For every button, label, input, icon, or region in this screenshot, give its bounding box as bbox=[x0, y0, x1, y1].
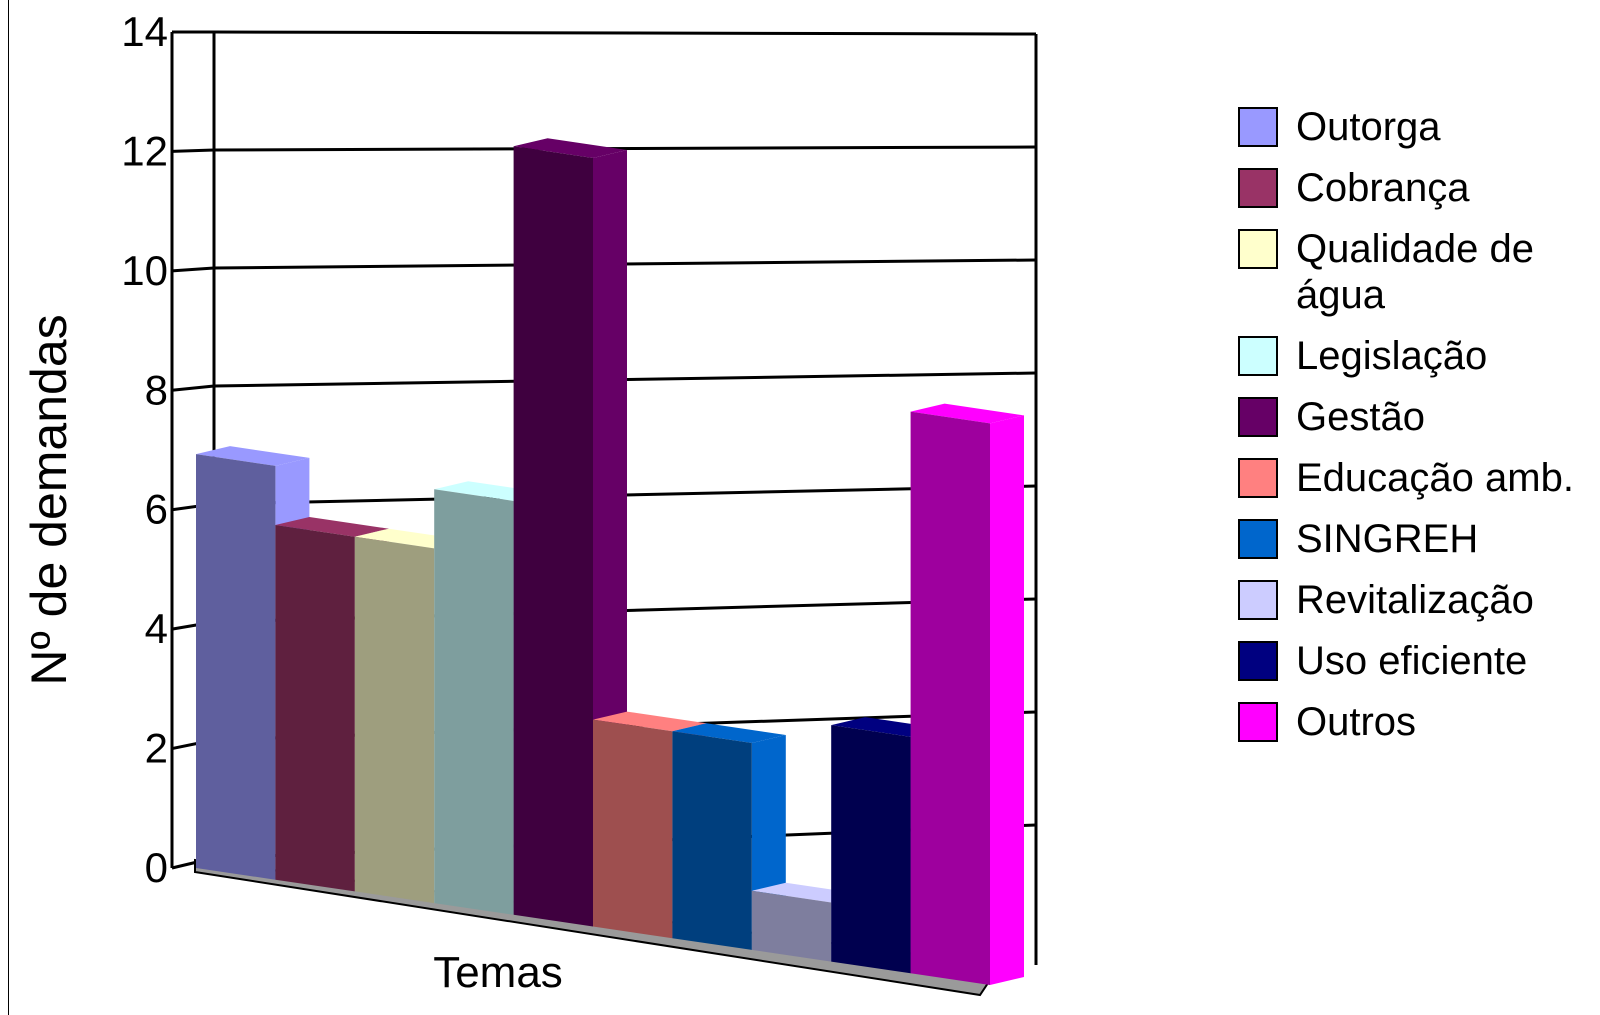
bar-outros bbox=[910, 403, 1024, 985]
legend-label: Revitalização bbox=[1296, 578, 1534, 622]
bar-front bbox=[751, 890, 832, 962]
legend-item: Cobrança bbox=[1238, 165, 1598, 211]
legend-item: Outros bbox=[1238, 699, 1598, 745]
bars bbox=[196, 138, 1024, 985]
legend-swatch bbox=[1238, 397, 1278, 437]
y-tick-label: 0 bbox=[145, 844, 168, 891]
gridline bbox=[213, 30, 1037, 36]
legend-label: Uso eficiente bbox=[1296, 639, 1528, 683]
y-tick-label: 12 bbox=[121, 127, 168, 174]
bar-front bbox=[910, 411, 990, 985]
legend-label: SINGREH bbox=[1296, 517, 1479, 561]
gridline-side bbox=[171, 148, 215, 153]
bar-top bbox=[196, 446, 310, 466]
y-tick-label: 6 bbox=[145, 486, 168, 533]
y-tick-label: 8 bbox=[145, 366, 168, 413]
y-tick-label: 2 bbox=[145, 725, 168, 772]
bar-front bbox=[831, 725, 911, 974]
legend-item: SINGREH bbox=[1238, 516, 1598, 562]
y-tick-labels: 0 2 4 6 8 10 12 14 bbox=[121, 8, 168, 891]
legend-item: Gestão bbox=[1238, 394, 1598, 440]
bar-singreh bbox=[672, 723, 786, 950]
legend-item: Outorga bbox=[1238, 104, 1598, 150]
gridline bbox=[213, 145, 1037, 152]
bar-front bbox=[672, 731, 752, 950]
legend-swatch bbox=[1238, 580, 1278, 620]
bar-side bbox=[990, 415, 1024, 985]
bar-front bbox=[434, 489, 514, 915]
legend-label: Outros bbox=[1296, 700, 1417, 744]
gridline-side bbox=[171, 266, 215, 273]
y-tick-label: 14 bbox=[121, 8, 168, 55]
y-tick-label: 10 bbox=[121, 247, 168, 294]
legend-label: Qualidade de água bbox=[1296, 227, 1534, 317]
legend-swatch bbox=[1238, 641, 1278, 681]
legend-swatch bbox=[1238, 458, 1278, 498]
bar-top bbox=[593, 711, 707, 732]
bar-top bbox=[513, 138, 627, 158]
bar-top bbox=[275, 516, 389, 537]
axis-labels: Nº de demandas Temas bbox=[21, 314, 563, 997]
legend-item: Revitalização bbox=[1238, 577, 1598, 623]
legend-label: Gestão bbox=[1296, 395, 1425, 439]
bar-top bbox=[910, 403, 1024, 424]
y-axis-label: Nº de demandas bbox=[21, 314, 77, 685]
legend-swatch bbox=[1238, 519, 1278, 559]
y-tick-label: 4 bbox=[145, 605, 168, 652]
legend-item: Educação amb. bbox=[1238, 455, 1598, 501]
legend-label: Legislação bbox=[1296, 334, 1488, 378]
bar-front bbox=[354, 536, 435, 904]
legend-swatch bbox=[1238, 702, 1278, 742]
chart-legend: Outorga Cobrança Qualidade de água Legislaç… bbox=[1238, 104, 1598, 760]
legend-swatch bbox=[1238, 168, 1278, 208]
legend-label: Educação amb. bbox=[1296, 456, 1574, 500]
left-border-line bbox=[8, 0, 9, 1015]
bar-front bbox=[513, 146, 593, 927]
bar-front bbox=[275, 524, 355, 892]
legend-item: Legislação bbox=[1238, 333, 1598, 379]
gridline-side bbox=[171, 384, 215, 392]
bar-front bbox=[593, 719, 673, 939]
legend-label: Outorga bbox=[1296, 105, 1441, 149]
legend-label: Cobrança bbox=[1296, 166, 1470, 210]
x-axis-label: Temas bbox=[433, 948, 563, 997]
legend-swatch bbox=[1238, 229, 1278, 269]
legend-swatch bbox=[1238, 107, 1278, 147]
bar-top bbox=[672, 723, 786, 743]
legend-swatch bbox=[1238, 336, 1278, 376]
legend-item: Qualidade de água bbox=[1238, 226, 1598, 318]
legend-item: Uso eficiente bbox=[1238, 638, 1598, 684]
bar-front bbox=[196, 454, 276, 880]
